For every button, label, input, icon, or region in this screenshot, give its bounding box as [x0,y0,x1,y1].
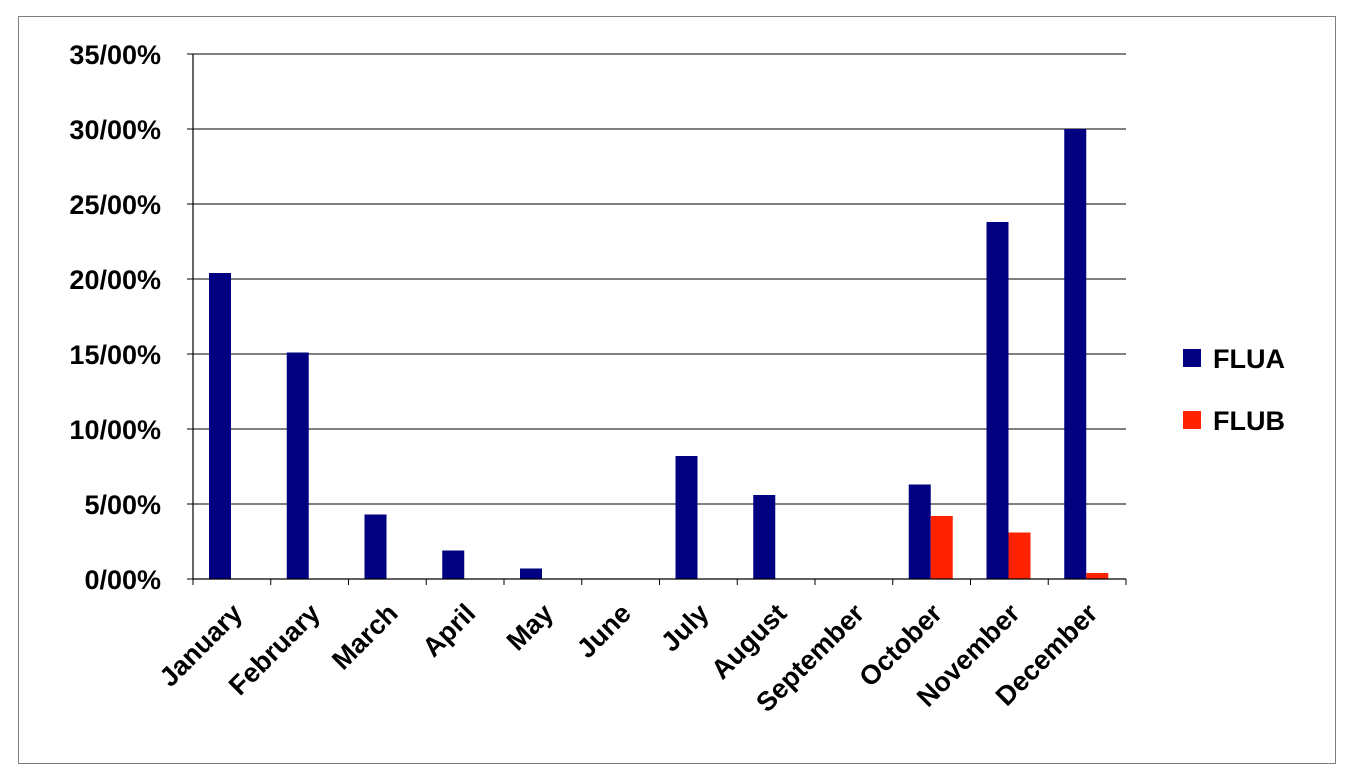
bar-flua-april [442,550,465,579]
x-tick-label: June [571,598,637,664]
y-tick-label: 0/00% [84,565,161,595]
legend-label-flua: FLUA [1213,344,1285,374]
bar-flua-august [753,495,776,579]
gridlines [193,53,1126,505]
bars [209,129,1109,579]
bar-flua-july [675,456,698,579]
bar-flua-february [286,352,309,579]
bar-flub-december [1086,573,1109,579]
bar-flub-october [930,516,953,579]
bar-flua-october [908,484,931,579]
y-tick-label: 30/00% [69,115,161,145]
y-tick-label: 10/00% [69,415,161,445]
x-tick-label: March [326,598,403,675]
legend: FLUA FLUB [1183,344,1285,436]
y-tick-label: 20/00% [69,265,161,295]
y-tick-labels: 0/00% 5/00% 10/00% 15/00% 20/00% 25/00% 30/00%… [69,40,161,595]
legend-label-flub: FLUB [1213,406,1285,436]
axes [187,53,1127,585]
bar-flua-january [209,273,231,579]
x-tick-label: May [501,598,559,656]
bar-flua-march [364,514,387,579]
x-tick-label: April [417,598,482,663]
y-tick-label: 5/00% [84,490,161,520]
chart-frame [18,16,1336,764]
legend-swatch-flua [1183,349,1201,367]
bar-flua-november [986,222,1009,579]
y-tick-label: 35/00% [69,40,161,70]
x-tick-label: July [655,598,714,657]
y-tick-label: 25/00% [69,190,161,220]
y-tick-label: 15/00% [69,340,161,370]
bar-flua-may [520,568,542,579]
legend-swatch-flub [1183,411,1201,429]
bar-flua-december [1064,129,1087,579]
bar-flub-november [1008,532,1031,579]
